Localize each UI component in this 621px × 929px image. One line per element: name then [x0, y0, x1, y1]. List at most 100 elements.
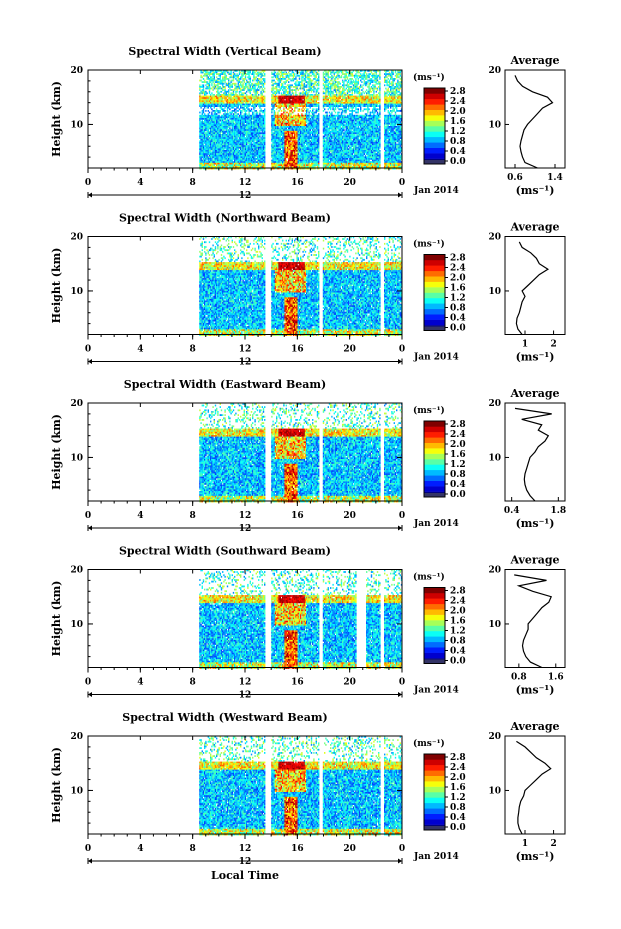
colorbar-segment [424, 110, 445, 116]
x-tick-label: 8 [190, 178, 196, 188]
colorbar-segment [424, 314, 445, 320]
colorbar: 2.82.42.01.61.20.80.40.0 [424, 254, 466, 334]
x-tick-label: 16 [291, 345, 304, 355]
colorbar-segment [424, 792, 445, 798]
y-tick-label: 10 [70, 120, 83, 130]
x-tick-label: 4 [137, 844, 143, 854]
colorbar-segment [424, 426, 445, 432]
x-tick-label: 0 [399, 178, 405, 188]
average-x-tick-label: 1.6 [548, 673, 564, 683]
colorbar-segment [424, 631, 445, 637]
heatmap-cells [199, 403, 402, 502]
x-tick-label: 16 [291, 678, 304, 688]
chart-title: Spectral Width (Eastward Beam) [124, 378, 326, 391]
date-axis-arrow [398, 859, 402, 864]
colorbar-tick-label: 2.0 [450, 107, 466, 117]
colorbar-tick-label: 1.6 [450, 617, 466, 627]
colorbar-tick-label: 0.0 [450, 157, 466, 167]
colorbar-segment [424, 642, 445, 648]
x-tick-label: 0 [399, 345, 405, 355]
x-tick-label: 0 [85, 511, 91, 521]
colorbar: 2.82.42.01.61.20.80.40.0 [424, 753, 466, 833]
average-y-tick-label: 20 [488, 566, 501, 576]
colorbar-segment [424, 797, 445, 803]
colorbar-segment [424, 121, 445, 127]
date-label: Jan 2014 [413, 852, 459, 862]
colorbar-segment [424, 770, 445, 776]
colorbar-tick-label: 0.4 [450, 480, 466, 490]
y-tick-label: 10 [70, 287, 83, 297]
colorbar-tick-label: 2.0 [450, 440, 466, 450]
colorbar-tick-label: 0.4 [450, 813, 466, 823]
x-tick-label: 8 [190, 844, 196, 854]
colorbar-tick-label: 0.4 [450, 147, 466, 157]
heatmap-cells [199, 70, 402, 169]
colorbar-segment [424, 255, 445, 261]
colorbar-segment [424, 787, 445, 793]
colorbar-tick-label: 2.0 [450, 773, 466, 783]
chart-title: Spectral Width (Northward Beam) [119, 212, 331, 225]
colorbar: 2.82.42.01.61.20.80.40.0 [424, 587, 466, 667]
colorbar-segment [424, 598, 445, 604]
average-y-tick-label: 20 [488, 399, 501, 409]
colorbar-segment [424, 609, 445, 615]
colorbar-segment [424, 265, 445, 271]
x-tick-label: 20 [343, 844, 356, 854]
colorbar-segment [424, 153, 445, 159]
date-axis-arrow [88, 193, 92, 198]
colorbar-segment [424, 126, 445, 132]
average-frame [505, 237, 565, 335]
colorbar-segment [424, 808, 445, 814]
chart-panel-2: Spectral Width (Northward Beam)2010Heigh… [50, 212, 565, 368]
colorbar-segment [424, 320, 445, 326]
colorbar-tick-label: 2.8 [450, 254, 466, 264]
date-axis-arrow [398, 359, 402, 364]
colorbar-segment [424, 636, 445, 642]
spectral-width-figure: Spectral Width (Vertical Beam)2010Height… [0, 0, 621, 929]
average-frame [505, 570, 565, 668]
average-y-tick-label: 10 [488, 287, 501, 297]
y-axis-label: Height (km) [50, 414, 63, 490]
colorbar-segment [424, 432, 445, 438]
colorbar-tick-label: 0.0 [450, 490, 466, 500]
colorbar-segment [424, 464, 445, 470]
date-tick-label: 12 [239, 524, 252, 534]
colorbar-segment [424, 620, 445, 626]
colorbar-segment [424, 486, 445, 492]
colorbar-segment [424, 826, 445, 830]
y-axis-label: Height (km) [50, 747, 63, 823]
colorbar-tick-label: 2.8 [450, 87, 466, 97]
heatmap-cells [199, 237, 402, 336]
date-label: Jan 2014 [413, 519, 459, 529]
colorbar-tick-label: 2.8 [450, 587, 466, 597]
x-tick-label: 4 [137, 678, 143, 688]
average-line [514, 575, 551, 668]
average-x-tick-label: 2 [550, 340, 556, 350]
x-tick-label: 0 [85, 678, 91, 688]
average-x-label: (ms⁻¹) [516, 684, 555, 697]
colorbar-tick-label: 2.4 [450, 430, 466, 440]
x-tick-label: 4 [137, 511, 143, 521]
average-x-tick-label: 1 [522, 340, 528, 350]
colorbar-segment [424, 819, 445, 825]
x-tick-label: 20 [343, 345, 356, 355]
panels: Spectral Width (Vertical Beam)2010Height… [50, 45, 566, 867]
y-tick-label: 10 [70, 453, 83, 463]
date-tick-label: 12 [239, 191, 252, 201]
colorbar-tick-label: 0.8 [450, 304, 466, 314]
date-label: Jan 2014 [413, 686, 459, 696]
colorbar-segment [424, 271, 445, 277]
x-tick-label: 16 [291, 844, 304, 854]
average-x-tick-label: 1 [522, 839, 528, 849]
colorbar-segment [424, 298, 445, 304]
colorbar-tick-label: 1.2 [450, 460, 466, 470]
y-tick-label: 20 [70, 732, 83, 742]
average-frame [505, 70, 565, 168]
colorbar-tick-label: 0.0 [450, 823, 466, 833]
colorbar-unit: (ms⁻¹) [413, 72, 445, 83]
colorbar-tick-label: 2.4 [450, 97, 466, 107]
colorbar: 2.82.42.01.61.20.80.40.0 [424, 87, 466, 167]
